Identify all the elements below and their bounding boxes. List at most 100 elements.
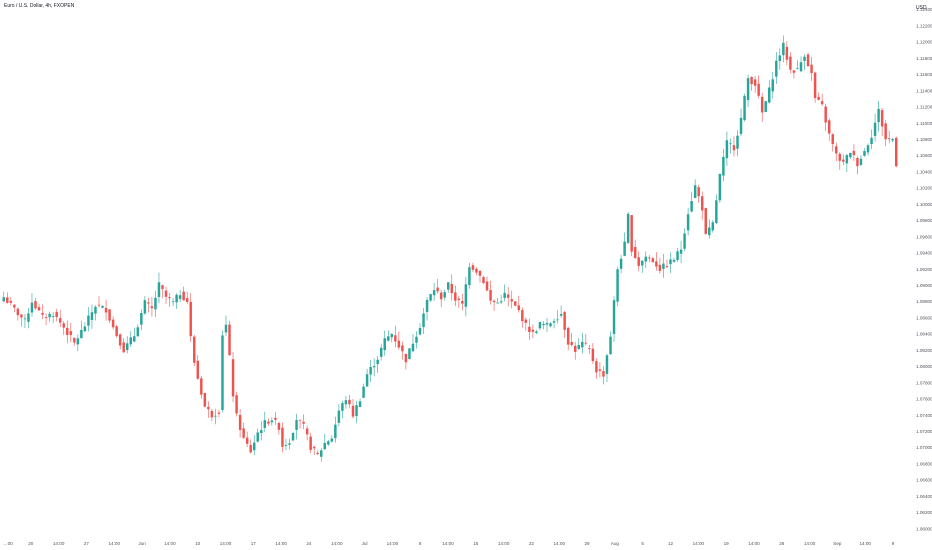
candle-body: [454, 292, 457, 301]
candle: [563, 311, 566, 338]
candle: [697, 184, 700, 204]
x-tick-label: 14:00: [693, 541, 705, 546]
candle-body: [827, 120, 831, 134]
candle: [439, 289, 443, 308]
candle-body: [327, 441, 330, 445]
candle: [365, 368, 369, 387]
candle-body: [549, 323, 552, 327]
candle: [281, 422, 284, 453]
candle: [73, 337, 76, 346]
candle: [252, 435, 256, 456]
candle-body: [108, 309, 111, 321]
x-tick-label: 14:00: [387, 541, 399, 546]
x-tick-label: 14:00: [164, 541, 176, 546]
candle: [722, 148, 725, 182]
candle: [644, 251, 648, 269]
candle-body: [312, 446, 316, 449]
candle: [658, 257, 662, 274]
candle: [164, 286, 168, 305]
candle: [327, 439, 330, 446]
candle-body: [415, 336, 418, 343]
candle: [48, 311, 51, 322]
candle-body: [104, 307, 108, 313]
candle-body: [542, 323, 545, 326]
candle: [37, 303, 41, 312]
candle: [27, 308, 30, 329]
candle-body: [147, 302, 150, 304]
x-tick-label: Jun: [138, 541, 146, 546]
candle: [238, 409, 242, 438]
candle-body: [51, 316, 55, 317]
y-tick-label: 1.09600: [916, 234, 932, 239]
x-tick-label: 8: [419, 541, 422, 546]
candle: [115, 324, 118, 338]
candle-body: [552, 321, 556, 323]
candle-body: [708, 227, 711, 236]
candle-body: [880, 110, 884, 127]
candle-body: [736, 135, 739, 149]
candle: [228, 320, 231, 356]
candle: [182, 286, 185, 301]
price-axis[interactable]: 1.12400 1.12200 1.12000 1.11800 1.11600 1.114…: [916, 7, 932, 531]
candle-body: [66, 327, 69, 335]
candle-body: [245, 437, 249, 444]
candle: [743, 93, 746, 122]
candle: [6, 292, 9, 304]
y-tick-label: 1.07600: [916, 397, 932, 402]
candle-body: [602, 371, 605, 377]
candle: [633, 239, 637, 259]
candle-body: [866, 145, 870, 153]
candle: [866, 143, 870, 156]
candle: [693, 179, 697, 199]
y-tick-label: 1.11400: [916, 88, 932, 93]
candle: [746, 74, 750, 107]
candle-body: [637, 257, 640, 266]
candle-body: [411, 343, 415, 352]
candle: [803, 54, 806, 71]
candle-body: [408, 348, 411, 360]
candle-body: [210, 411, 214, 418]
candle-body: [83, 326, 87, 332]
y-tick-label: 1.12200: [916, 23, 932, 28]
candle-body: [782, 42, 785, 56]
candle-body: [538, 321, 542, 329]
candle-body: [443, 292, 446, 298]
candle: [140, 309, 143, 330]
y-tick-label: 1.07400: [916, 413, 932, 418]
time-axis[interactable]: …00 20 14:00 27 14:00 Jun 14:00 10 14:00 17 14:00 2…: [3, 541, 895, 546]
candle: [736, 130, 739, 157]
candle: [147, 297, 150, 313]
candle: [641, 260, 644, 273]
candle: [408, 348, 411, 360]
candle: [203, 392, 207, 408]
candle: [806, 52, 810, 67]
candle: [535, 329, 538, 335]
x-tick-label: 12: [668, 541, 674, 546]
candle: [207, 401, 210, 418]
candle-body: [185, 298, 189, 302]
candle: [704, 207, 707, 235]
candle-body: [884, 123, 887, 140]
candle: [602, 366, 605, 385]
candle-body: [6, 297, 9, 303]
candle-body: [90, 312, 94, 321]
candle: [796, 60, 799, 70]
candle-body: [566, 327, 570, 345]
candle: [58, 310, 62, 327]
x-tick-label: 24: [306, 541, 312, 546]
candle: [171, 297, 175, 307]
candle: [305, 425, 309, 441]
candle-body: [281, 427, 284, 447]
candle-body: [510, 299, 513, 302]
x-tick-label: 27: [84, 541, 90, 546]
candle: [835, 142, 838, 162]
candle: [104, 299, 108, 321]
candle-body: [87, 315, 90, 326]
candle: [584, 333, 588, 346]
candle-body: [69, 331, 73, 335]
candle: [288, 438, 291, 450]
candle: [870, 129, 873, 150]
candle-body: [34, 301, 37, 309]
candle-body: [355, 405, 358, 417]
